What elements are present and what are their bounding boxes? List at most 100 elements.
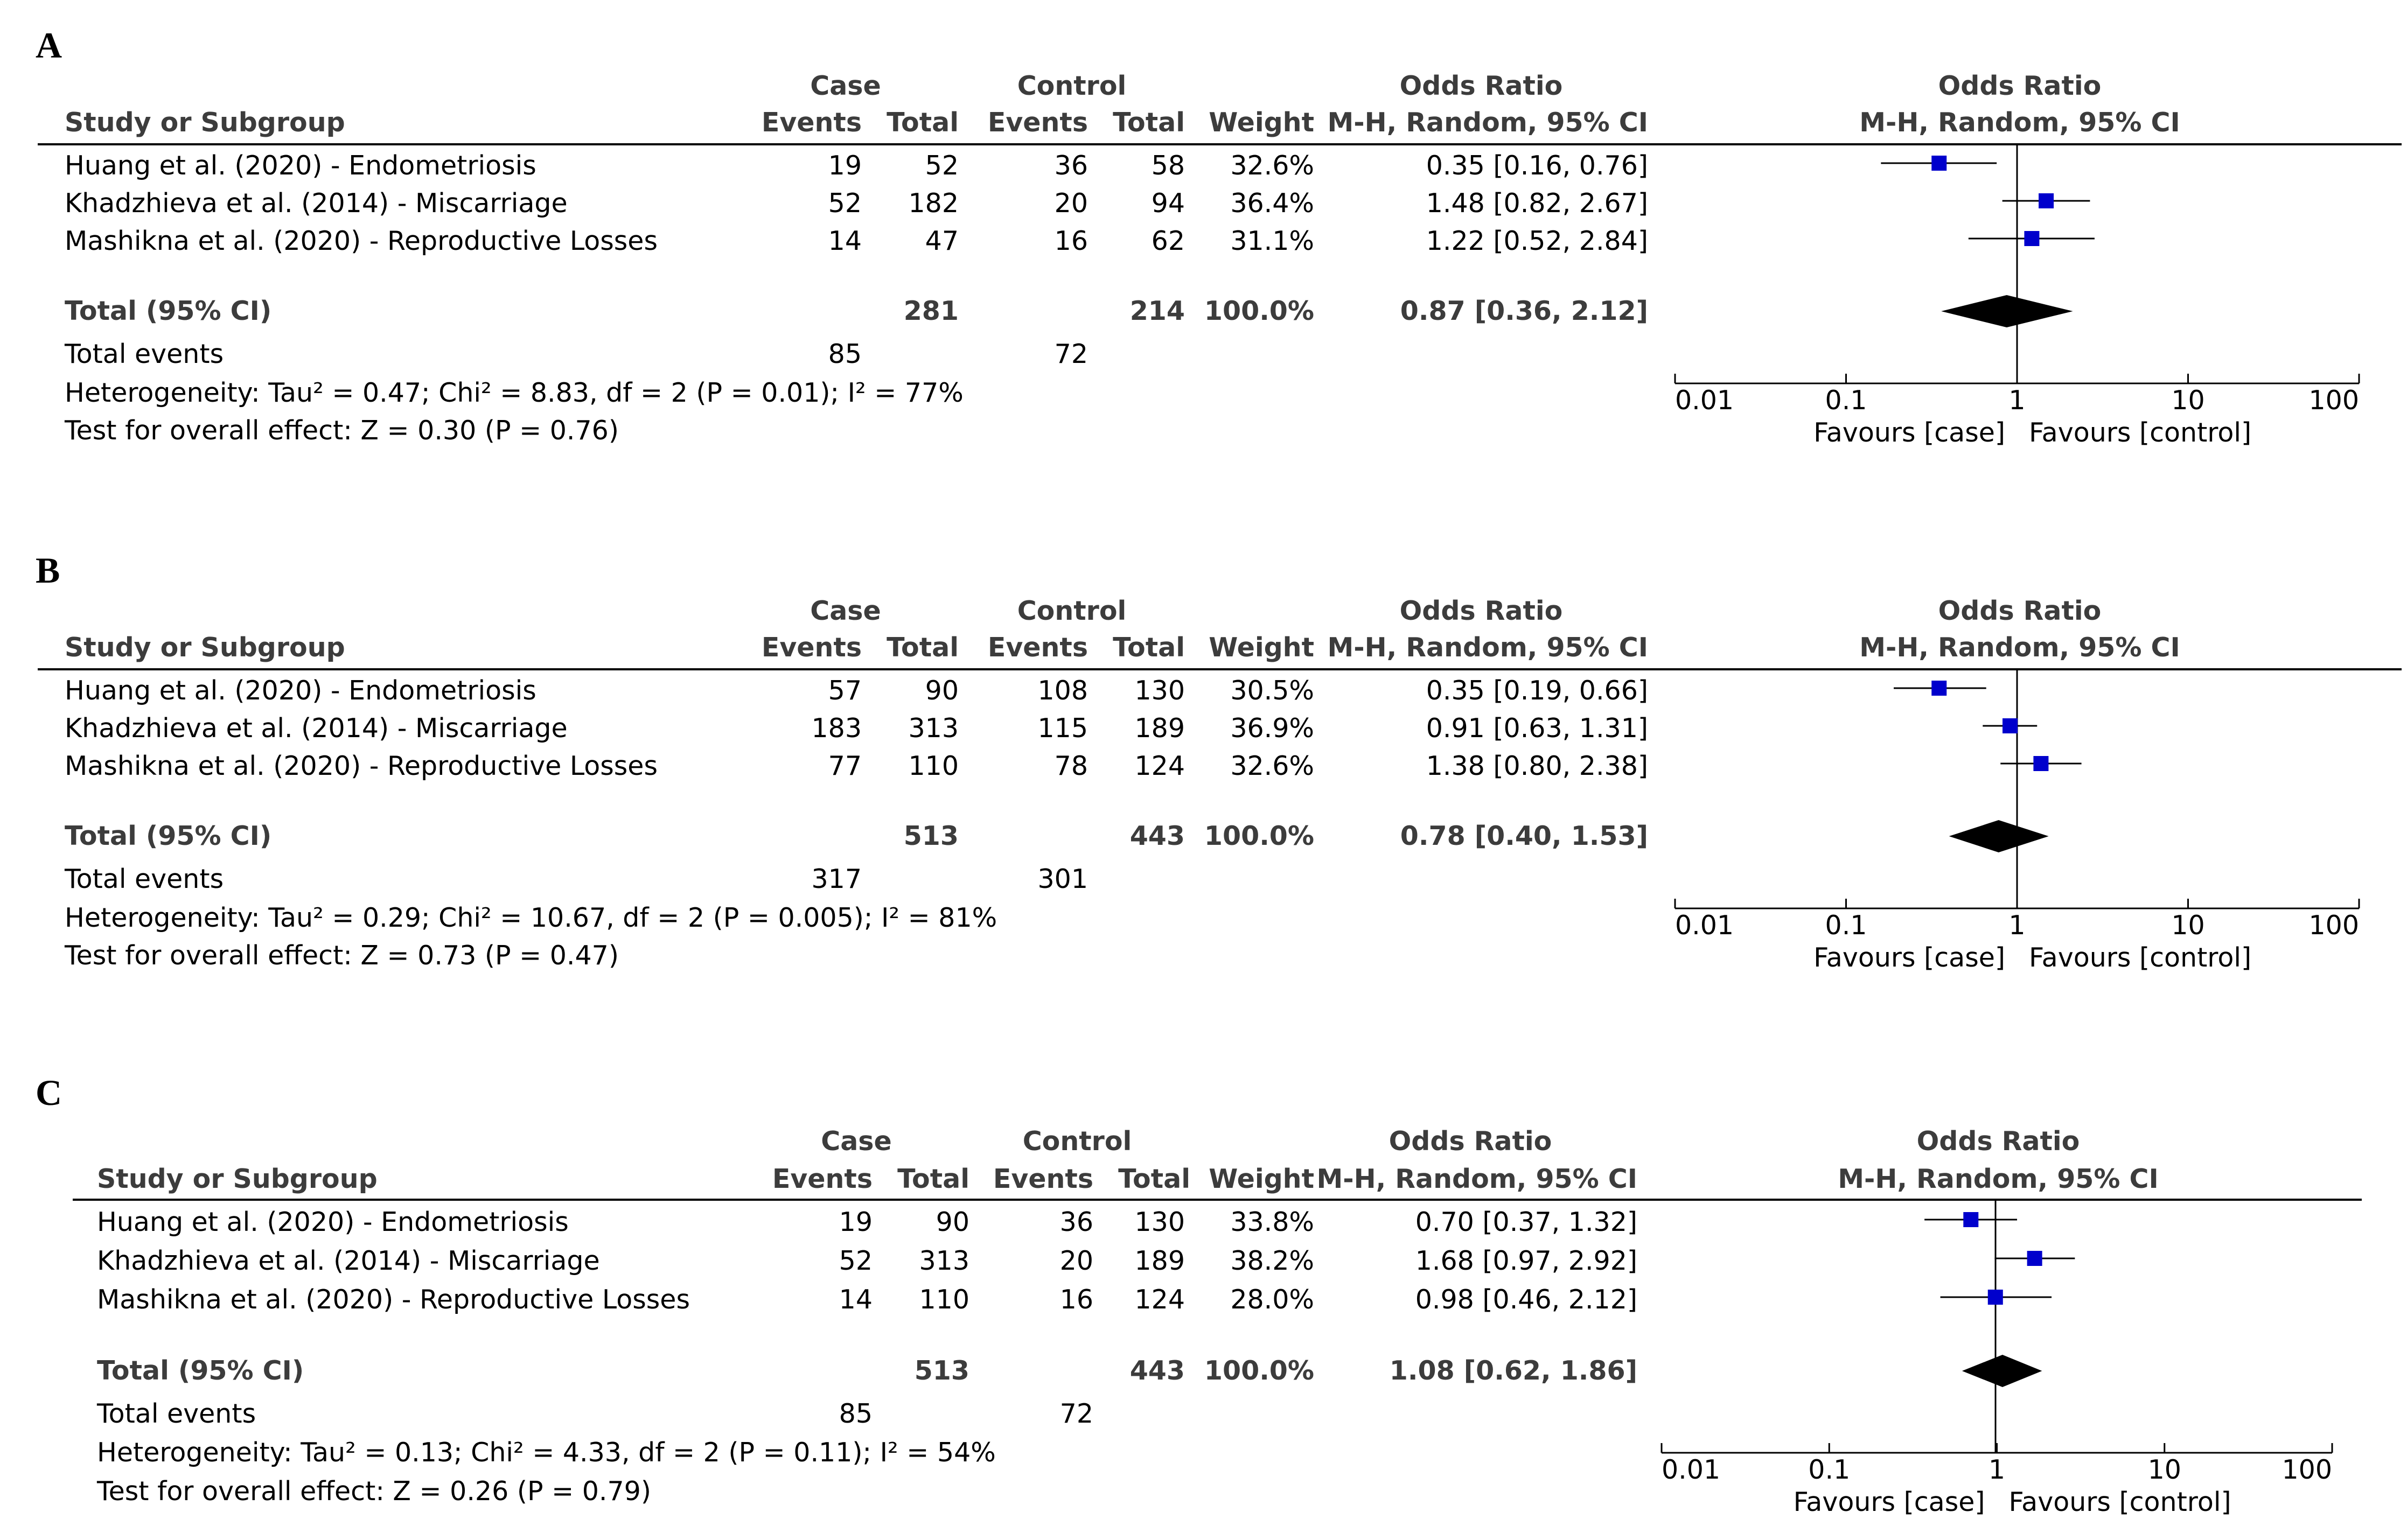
odds-ratio-ci: 0.35 [0.16, 0.76] <box>1426 150 1648 181</box>
total-weight: 100.0% <box>1204 1355 1314 1386</box>
control-total-header: Total <box>1113 107 1185 138</box>
case-header: Case <box>810 71 881 101</box>
case-events: 14 <box>839 1284 873 1315</box>
case-total-header: Total <box>887 632 959 663</box>
control-total-sum: 443 <box>1129 1355 1185 1386</box>
case-header: Case <box>810 596 881 626</box>
odds-ratio-header: Odds Ratio <box>1389 1126 1552 1157</box>
forest-plot: 0.01 0.1 1 10 100 Favours [case] Favours [cont… <box>1674 668 2360 973</box>
case-total: 182 <box>908 188 959 219</box>
total-events-control: 72 <box>1054 339 1088 369</box>
x-tick-label: 1 <box>1989 1454 2005 1485</box>
forest-odds-ratio-header: Odds Ratio <box>1938 596 2102 626</box>
overall-effect-text: Test for overall effect: Z = 0.26 (P = 0… <box>97 1476 651 1507</box>
total-label: Total (95% CI) <box>65 821 272 851</box>
weight-header: Weight <box>1209 632 1314 663</box>
study-name: Mashikna et al. (2020) - Reproductive Lo… <box>65 751 658 781</box>
total-events-case: 317 <box>811 864 862 894</box>
x-tick-label: 0.1 <box>1825 385 1867 416</box>
total-odds-ratio-ci: 0.78 [0.40, 1.53] <box>1400 821 1648 851</box>
study-name: Mashikna et al. (2020) - Reproductive Lo… <box>65 226 658 256</box>
study-or-subgroup-header: Study or Subgroup <box>65 632 345 663</box>
control-total: 58 <box>1151 150 1185 181</box>
study-marker <box>1963 1212 1979 1227</box>
case-total: 313 <box>908 713 959 744</box>
total-events-case: 85 <box>839 1398 873 1429</box>
x-tick-label: 10 <box>2148 1454 2181 1485</box>
case-total: 52 <box>925 150 959 181</box>
control-header: Control <box>1022 1126 1132 1157</box>
case-events: 52 <box>839 1245 873 1276</box>
study-name: Huang et al. (2020) - Endometriosis <box>65 150 536 181</box>
case-total: 313 <box>919 1245 969 1276</box>
case-events-header: Events <box>772 1164 873 1194</box>
control-total: 189 <box>1134 1245 1185 1276</box>
pooled-diamond <box>1941 295 2073 327</box>
method-header: M-H, Random, 95% CI <box>1327 107 1648 138</box>
control-events: 20 <box>1059 1245 1093 1276</box>
x-tick-label: 0.01 <box>1675 910 1734 941</box>
total-events-case: 85 <box>828 339 862 369</box>
case-events: 19 <box>839 1207 873 1237</box>
study-weight: 36.4% <box>1230 188 1314 219</box>
case-events: 52 <box>828 188 862 219</box>
case-total: 90 <box>936 1207 969 1237</box>
forest-plot: 0.01 0.1 1 10 100 Favours [case] Favours [cont… <box>1661 1199 2333 1517</box>
control-events: 20 <box>1054 188 1088 219</box>
control-events: 16 <box>1054 226 1088 256</box>
total-odds-ratio-ci: 0.87 [0.36, 2.12] <box>1400 296 1648 326</box>
panel-label: A <box>36 25 62 66</box>
control-events: 36 <box>1059 1207 1093 1237</box>
odds-ratio-ci: 1.22 [0.52, 2.84] <box>1426 226 1648 256</box>
odds-ratio-header: Odds Ratio <box>1399 596 1563 626</box>
study-marker <box>2033 756 2049 771</box>
total-events-label: Total events <box>65 339 224 369</box>
control-total: 62 <box>1151 226 1185 256</box>
control-total-header: Total <box>1113 632 1185 663</box>
study-name: Mashikna et al. (2020) - Reproductive Lo… <box>97 1284 690 1315</box>
x-tick-label: 0.1 <box>1825 910 1867 941</box>
control-header: Control <box>1017 596 1127 626</box>
heterogeneity-text: Heterogeneity: Tau² = 0.47; Chi² = 8.83,… <box>65 377 964 408</box>
heterogeneity-text: Heterogeneity: Tau² = 0.29; Chi² = 10.67… <box>65 902 997 933</box>
header-rule <box>38 668 2402 670</box>
odds-ratio-ci: 0.35 [0.19, 0.66] <box>1426 675 1648 706</box>
control-events-header: Events <box>987 632 1088 663</box>
study-marker <box>2027 1251 2042 1266</box>
control-events: 115 <box>1037 713 1088 744</box>
control-total-header: Total <box>1118 1164 1190 1194</box>
control-events: 108 <box>1037 675 1088 706</box>
odds-ratio-ci: 1.68 [0.97, 2.92] <box>1415 1245 1637 1276</box>
case-header: Case <box>821 1126 892 1157</box>
control-total: 130 <box>1134 1207 1185 1237</box>
control-total-sum: 443 <box>1129 821 1185 851</box>
total-weight: 100.0% <box>1204 821 1314 851</box>
case-events: 77 <box>828 751 862 781</box>
total-odds-ratio-ci: 1.08 [0.62, 1.86] <box>1389 1355 1637 1386</box>
forest-method-header: M-H, Random, 95% CI <box>1838 1164 2159 1194</box>
odds-ratio-ci: 0.70 [0.37, 1.32] <box>1415 1207 1637 1237</box>
heterogeneity-text: Heterogeneity: Tau² = 0.13; Chi² = 4.33,… <box>97 1437 996 1468</box>
study-name: Khadzhieva et al. (2014) - Miscarriage <box>65 713 568 744</box>
study-weight: 33.8% <box>1230 1207 1314 1237</box>
x-tick-label: 0.01 <box>1675 385 1734 416</box>
forest-odds-ratio-header: Odds Ratio <box>1916 1126 2080 1157</box>
study-marker <box>1931 156 1947 171</box>
favours-case-label: Favours [case] <box>1794 1487 1985 1517</box>
case-events: 14 <box>828 226 862 256</box>
x-tick-label: 10 <box>2171 385 2204 416</box>
study-or-subgroup-header: Study or Subgroup <box>97 1164 378 1194</box>
case-events: 57 <box>828 675 862 706</box>
panel-label: B <box>36 550 60 591</box>
favours-case-label: Favours [case] <box>1813 942 2005 973</box>
case-total-header: Total <box>887 107 959 138</box>
overall-effect-text: Test for overall effect: Z = 0.73 (P = 0… <box>65 940 619 971</box>
odds-ratio-header: Odds Ratio <box>1399 71 1563 101</box>
study-name: Khadzhieva et al. (2014) - Miscarriage <box>97 1245 600 1276</box>
case-total-sum: 513 <box>914 1355 969 1386</box>
study-weight: 36.9% <box>1230 713 1314 744</box>
control-total: 189 <box>1134 713 1185 744</box>
study-or-subgroup-header: Study or Subgroup <box>65 107 345 138</box>
case-events-header: Events <box>761 632 862 663</box>
control-total: 94 <box>1151 188 1185 219</box>
